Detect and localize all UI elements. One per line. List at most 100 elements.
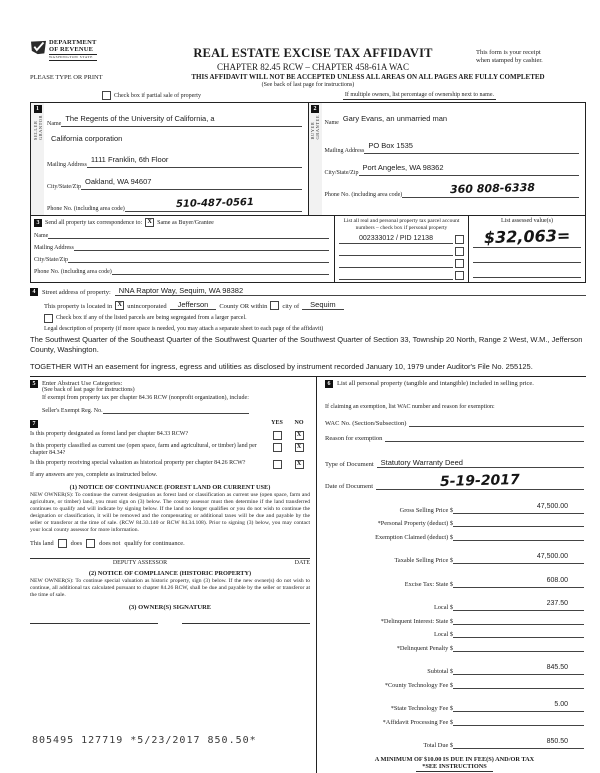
buyer-mailing-value[interactable]: PO Box 1535 [368,141,413,150]
parcel-field-4[interactable] [339,271,453,280]
no-header: NO [294,419,304,426]
warning-text: THIS AFFIDAVIT WILL NOT BE ACCEPTED UNLE… [191,73,545,81]
money-label-9: Subtotal $ [427,668,453,676]
city-checkbox[interactable] [270,300,280,310]
exemption-intro: If claiming an exemption, list WAC numbe… [325,404,495,411]
assessed-field-3[interactable] [473,266,581,278]
parcel-personal-checkbox-4[interactable] [455,270,464,280]
money-value-3[interactable]: 47,500.00 [536,553,568,561]
corr-mailing-field[interactable] [73,242,329,251]
partial-sale-checkbox[interactable] [102,91,111,100]
abstract-section-number: 5 [30,380,38,388]
money-label-5: Local $ [433,604,453,612]
doc-type-value[interactable]: Statutory Warranty Deed [376,458,584,469]
buyer-section: 2 BUYER GRANTEE Name Gary Evans, an unma… [307,103,586,215]
owner-signature-field-2[interactable] [182,622,310,624]
assessed-value[interactable]: $32,063= [483,225,571,248]
parcel-personal-checkbox-2[interactable] [455,246,464,256]
q1-no-checkbox[interactable]: X [294,430,304,440]
unincorporated-checkbox[interactable]: X [115,300,125,310]
money-label-4: Excise Tax: State $ [404,580,453,588]
receipt-note: This form is your receipt when stamped b… [476,49,586,66]
abstract-title: Enter Abstract Use Categories: [42,380,123,387]
parcel-personal-checkbox-1[interactable] [455,234,464,244]
buyer-city-value[interactable]: Port Angeles, WA 98362 [362,163,444,172]
receipt-note-line1: This form is your receipt [476,49,541,56]
buyer-phone-value[interactable]: 360 808-6338 [450,180,536,197]
assessed-header: List assessed value(s) [501,218,553,224]
money-label-7: Local $ [433,631,453,639]
buyer-name-value[interactable]: Gary Evans, an unmarried man [342,114,448,123]
notice1-body: NEW OWNER(S): To continue the current de… [30,491,310,533]
segregated-checkbox[interactable] [44,313,53,323]
doc-date-value[interactable]: 5-19-2017 [439,472,521,491]
q2-yes-checkbox[interactable] [272,442,282,452]
seller-mailing-value[interactable]: 1111 Franklin, 6th Floor [90,155,169,164]
does-checkbox[interactable] [57,538,67,548]
seller-phone-value[interactable]: 510-487-0561 [176,196,255,211]
parcel-field-3[interactable] [339,259,453,268]
city-of-label: city of [282,302,300,310]
right-column: 6 List all personal property (tangible a… [317,377,586,773]
correspondence-section-number: 3 [34,218,42,227]
parcel-header-line1: List all real and personal property tax … [343,218,460,224]
money-value-13[interactable]: 850.50 [546,738,568,746]
this-land-label: This land [30,539,54,547]
seller-name-value-2[interactable]: California corporation [51,134,123,143]
seller-section: 1 SELLER GRANTOR Name The Regents of the… [31,103,308,215]
money-value-11[interactable]: 5.00 [554,701,568,709]
street-address-label: Street address of property: [42,288,111,296]
parcel-field-2[interactable] [339,247,453,256]
location-section-number: 4 [30,287,38,296]
questions-section-number: 7 [30,419,38,428]
county-value[interactable]: Jefferson [169,300,217,310]
form-subtitle: CHAPTER 82.45 RCW – CHAPTER 458-61A WAC [217,62,409,72]
dor-logo: DEPARTMENT OF REVENUE WASHINGTON STATE [30,39,150,61]
notice1-title: (1) NOTICE OF CONTINUANCE (FOREST LAND O… [69,483,271,491]
doc-date-label: Date of Document [325,483,374,491]
corr-name-field[interactable] [48,230,329,239]
money-value-4[interactable]: 608.00 [546,576,568,584]
q2-no-checkbox[interactable]: X [294,442,304,452]
if-yes-note: If any answers are yes, complete as inst… [30,472,158,479]
money-label-1: *Personal Property (deduct) $ [377,520,453,528]
money-value-9[interactable]: 845.50 [546,664,568,672]
corr-city-field[interactable] [68,254,329,263]
seller-name-value[interactable]: The Regents of the University of Califor… [65,114,215,123]
abstract-exempt-note: If exempt from property tax per chapter … [42,394,249,401]
exempt-reg-label: Seller's Exempt Reg. No. [42,407,103,414]
doc-type-label: Type of Document [325,461,374,469]
legal-description-label: Legal description of property (if more s… [44,325,324,332]
exempt-reg-field[interactable] [102,405,249,414]
wac-field[interactable] [409,418,584,428]
buyer-side-label: BUYER GRANTEE [310,115,320,140]
does-not-checkbox[interactable] [86,538,96,548]
owner-signature-field-1[interactable] [30,622,158,624]
same-as-buyer-checkbox[interactable]: X [145,218,155,227]
q1-yes-checkbox[interactable] [272,430,282,440]
correspondence-intro: Send all property tax correspondence to: [45,219,143,226]
county-or-label: County OR within [219,302,268,310]
money-label-3: Taxable Selling Price $ [394,557,454,565]
form-header: DEPARTMENT OF REVENUE WASHINGTON STATE R… [30,39,586,72]
segregated-label: Check box if any of the listed parcels a… [56,315,247,322]
money-label-8: *Delinquent Penalty $ [396,644,453,652]
city-value[interactable]: Sequim [302,300,344,310]
reason-field[interactable] [385,433,584,443]
q3-yes-checkbox[interactable] [272,460,282,470]
seller-city-value[interactable]: Oakland, WA 94607 [85,177,152,186]
street-address-value[interactable]: NNA Raptor Way, Sequim, WA 98382 [118,285,244,295]
legal-description-para1: The Southwest Quarter of the Southeast Q… [30,334,583,354]
money-value-0[interactable]: 47,500.00 [536,502,568,510]
assessed-field-2[interactable] [473,251,581,263]
q3-no-checkbox[interactable]: X [294,460,304,470]
money-label-13: Total Due $ [423,742,453,750]
money-value-5[interactable]: 237.50 [546,600,568,608]
logo-state-line: WASHINGTON STATE [49,54,97,61]
corr-city-label: City/State/Zip [34,257,68,263]
parcel-personal-checkbox-3[interactable] [455,258,464,268]
owners-signature-label: (3) OWNER(S) SIGNATURE [128,603,212,611]
parcel-value[interactable]: 002333012 / PID 12138 [339,235,453,244]
corr-phone-field[interactable] [111,266,329,275]
